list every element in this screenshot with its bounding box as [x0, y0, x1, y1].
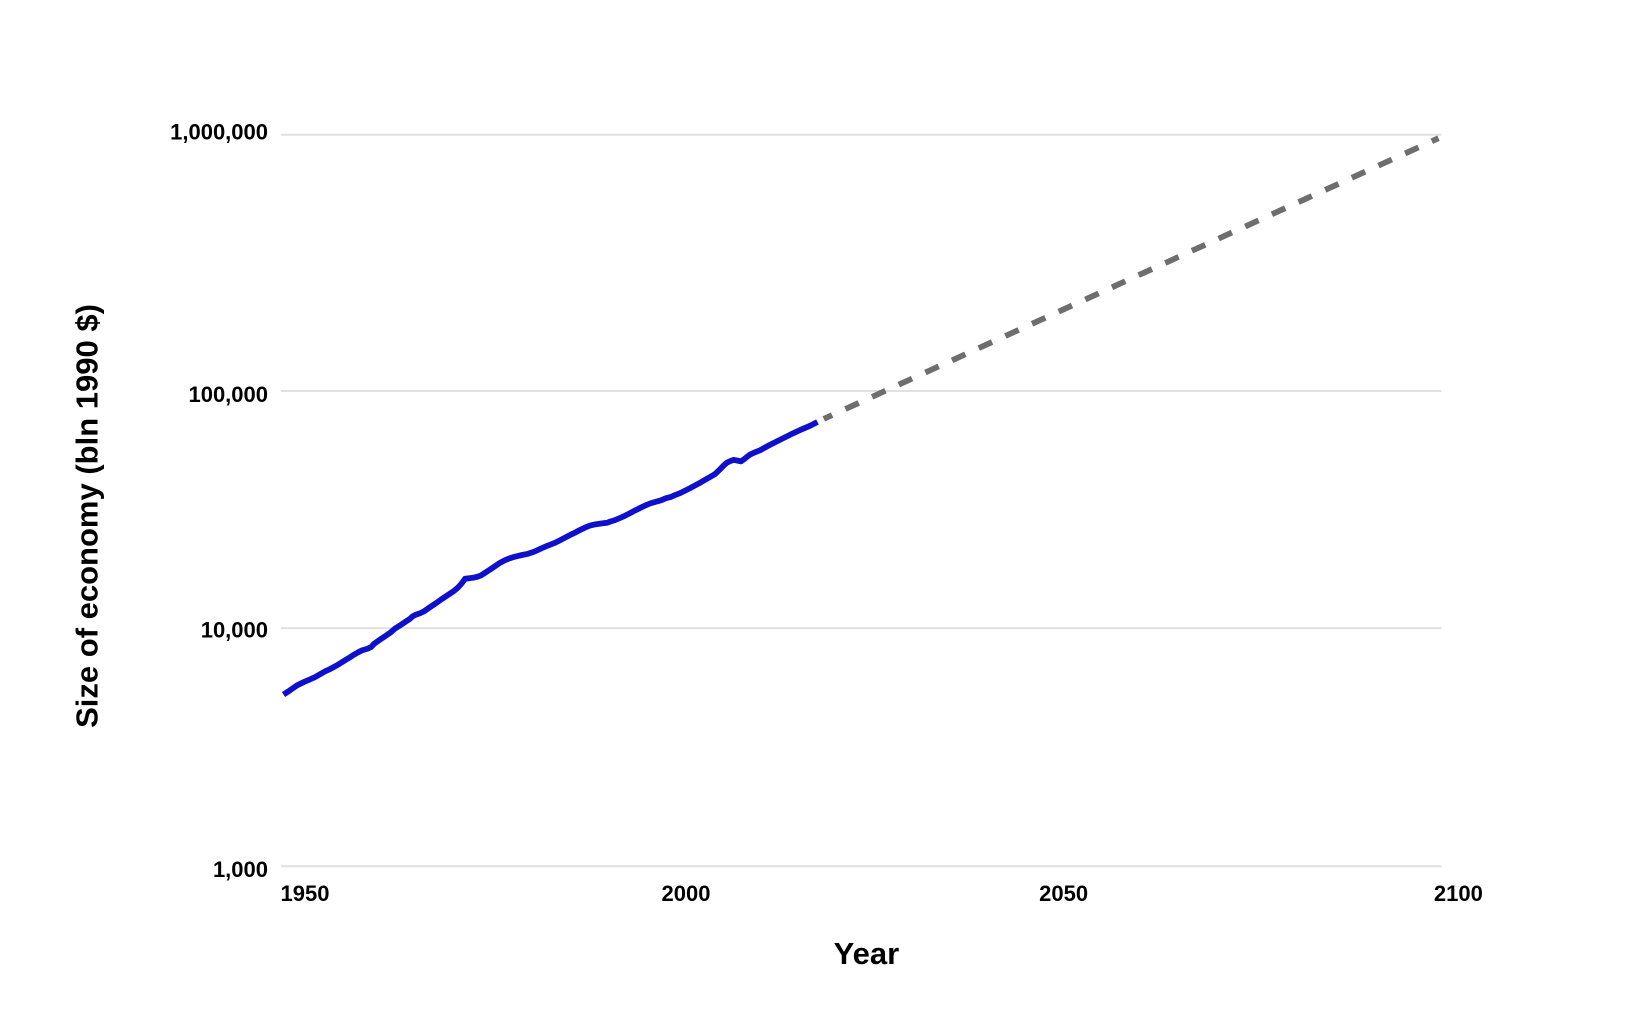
svg-text:Size of economy (bln 1990 $): Size of economy (bln 1990 $) — [70, 304, 105, 728]
svg-text:100,000: 100,000 — [188, 382, 268, 407]
svg-text:1,000: 1,000 — [213, 857, 268, 882]
svg-text:2000: 2000 — [662, 881, 711, 906]
svg-text:2100: 2100 — [1434, 881, 1483, 906]
svg-text:1950: 1950 — [281, 881, 330, 906]
svg-text:2050: 2050 — [1039, 881, 1088, 906]
svg-text:10,000: 10,000 — [201, 618, 268, 643]
svg-text:1,000,000: 1,000,000 — [170, 120, 268, 145]
svg-text:Year: Year — [834, 936, 900, 971]
